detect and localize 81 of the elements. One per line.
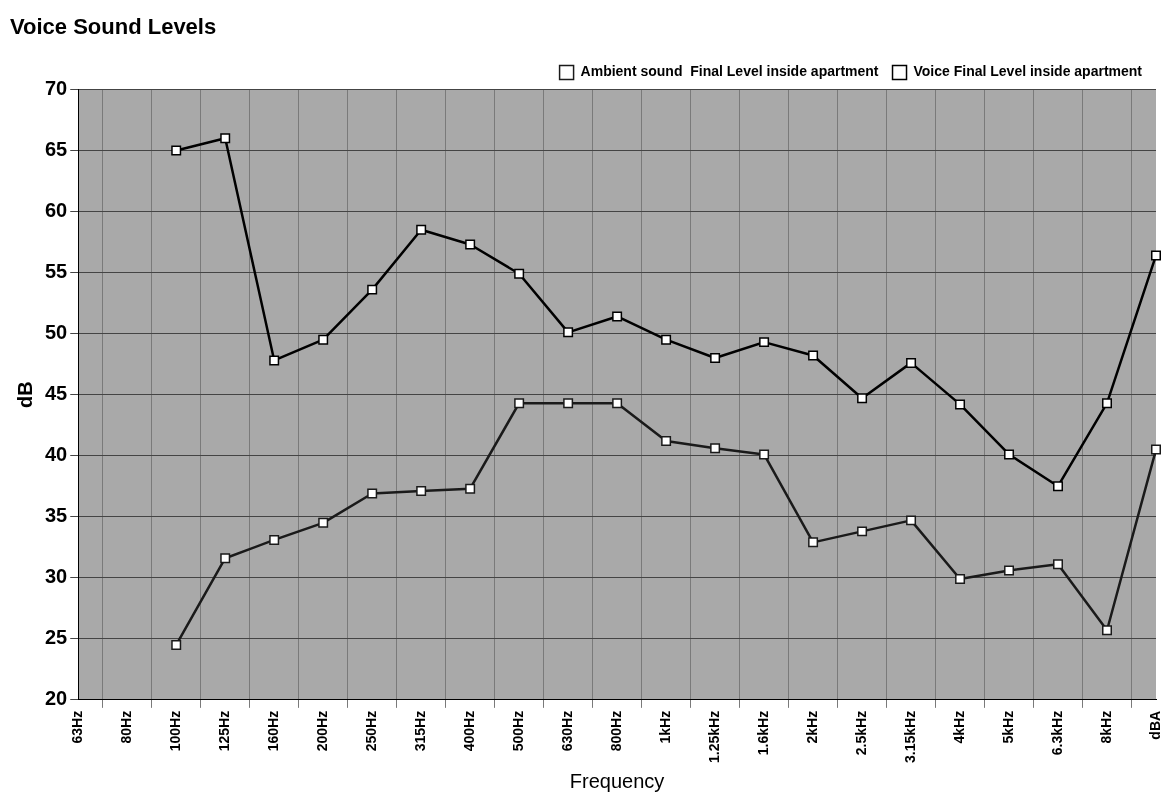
point — [465, 239, 476, 250]
legend-label: Ambient sound Final Level inside apartment — [580, 63, 879, 80]
x-tick-label: 1.6kHz — [754, 710, 771, 756]
x-tick-label: 8kHz — [1097, 710, 1114, 744]
point — [955, 399, 966, 410]
point — [171, 639, 182, 650]
x-tick-label: 4kHz — [950, 710, 967, 744]
point — [171, 145, 182, 156]
x-tick-label: 5kHz — [999, 710, 1016, 744]
point — [1004, 565, 1015, 576]
point — [416, 486, 427, 497]
x-tick-label: 2.5kHz — [852, 710, 869, 756]
point — [318, 334, 329, 345]
point — [808, 350, 819, 361]
point — [759, 337, 770, 348]
point — [759, 449, 770, 460]
x-tick-label: 200Hz — [314, 710, 331, 752]
legend-label: Voice Final Level inside apartment — [913, 63, 1143, 80]
y-axis-title: dB — [13, 381, 36, 408]
point — [465, 483, 476, 494]
y-tick-label: 35 — [45, 504, 68, 527]
point — [367, 488, 378, 499]
y-tick-label: 65 — [45, 137, 68, 160]
point — [906, 357, 917, 368]
point — [269, 355, 280, 366]
x-tick-label: 500Hz — [510, 710, 526, 752]
x-tick-label: 315Hz — [412, 710, 429, 752]
x-tick-label: 1.25kHz — [705, 710, 722, 764]
point — [416, 224, 427, 235]
y-tick-label: 25 — [45, 626, 68, 649]
point — [955, 573, 966, 584]
x-tick-label: 2kHz — [803, 710, 820, 744]
point — [1102, 398, 1112, 409]
point — [220, 133, 231, 144]
y-tick-label: 60 — [45, 199, 68, 222]
point — [1053, 481, 1064, 492]
point — [857, 526, 868, 537]
y-tick-label: 45 — [45, 382, 68, 405]
point — [612, 398, 623, 409]
point — [1151, 250, 1161, 261]
point — [1004, 449, 1015, 460]
x-axis-title: Frequency — [569, 769, 665, 792]
x-tick-label: 160Hz — [265, 710, 282, 752]
x-tick-label: 63Hz — [69, 710, 86, 744]
point — [514, 268, 525, 279]
x-tick-label: 100Hz — [167, 710, 184, 752]
x-tick-label: 3.15kHz — [901, 710, 918, 764]
point — [563, 398, 574, 409]
point — [710, 353, 721, 363]
point — [857, 393, 868, 404]
point — [661, 436, 672, 447]
point — [1102, 625, 1112, 636]
y-tick-label: 40 — [45, 443, 68, 466]
point — [1151, 444, 1161, 455]
x-tick-label: 400Hz — [461, 710, 478, 752]
point — [269, 534, 280, 545]
x-tick-label: 250Hz — [363, 710, 380, 752]
point — [906, 515, 917, 526]
y-tick-label: 30 — [45, 565, 68, 588]
point — [1053, 559, 1064, 570]
point — [367, 284, 378, 295]
x-tick-label: 800Hz — [607, 710, 624, 752]
point — [220, 553, 231, 564]
x-tick-label: 6.3kHz — [1048, 710, 1065, 756]
x-tick-label: 1kHz — [656, 710, 673, 744]
point — [514, 398, 525, 409]
y-tick-label: 50 — [45, 321, 68, 344]
point — [563, 327, 574, 338]
x-tick-label: dBA — [1146, 710, 1163, 740]
y-tick-label: 20 — [45, 687, 68, 710]
point — [710, 443, 721, 454]
x-tick-label: 125Hz — [216, 710, 233, 752]
y-tick-label: 55 — [45, 260, 68, 283]
x-tick-label: 630Hz — [558, 710, 575, 752]
point — [612, 311, 623, 322]
x-tick-label: 80Hz — [118, 710, 135, 744]
y-tick-label: 70 — [45, 76, 68, 99]
point — [661, 334, 672, 345]
point — [808, 537, 819, 548]
point — [318, 517, 329, 528]
chart-title: Voice Sound Levels — [10, 14, 217, 40]
